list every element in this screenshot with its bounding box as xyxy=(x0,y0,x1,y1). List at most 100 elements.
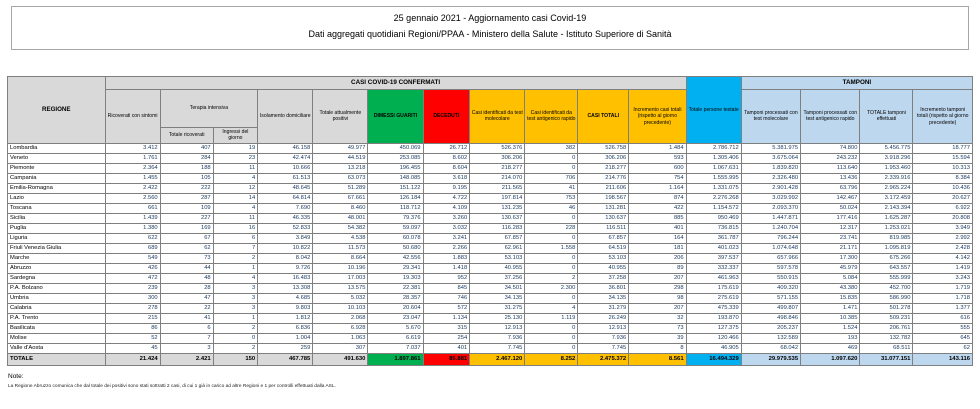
value-cell: 214.776 xyxy=(577,172,630,184)
value-cell: 275.619 xyxy=(685,292,742,304)
total-value-cell: 16.494.329 xyxy=(685,352,742,366)
value-cell: 62 xyxy=(912,342,973,354)
total-value-cell: 2.475.372 xyxy=(577,352,630,366)
value-cell: 120.466 xyxy=(685,332,742,344)
value-cell: 753 xyxy=(524,192,579,204)
group-header-confirmed-cases: CASI COVID-19 CONFERMATI xyxy=(104,76,687,90)
value-cell: 736.815 xyxy=(685,222,742,234)
value-cell: 571.155 xyxy=(740,292,802,304)
value-cell: 622 xyxy=(104,232,161,244)
value-cell: 3 xyxy=(212,302,259,314)
value-cell: 2.965.224 xyxy=(859,182,914,194)
region-name: Lombardia xyxy=(7,142,106,154)
value-cell: 0 xyxy=(524,232,579,244)
value-cell: 23.741 xyxy=(800,232,861,244)
value-cell: 10.436 xyxy=(912,182,973,194)
region-name: Toscana xyxy=(7,202,106,214)
column-header-ricoverati: Ricoverati con sintomi xyxy=(104,89,161,144)
value-cell: 42.556 xyxy=(367,252,424,264)
value-cell: 2.326.480 xyxy=(740,172,802,184)
value-cell: 7.690 xyxy=(257,202,314,214)
value-cell: 1.164 xyxy=(628,182,687,194)
value-cell: 17.003 xyxy=(312,272,369,284)
value-cell: 1.761 xyxy=(104,152,161,164)
value-cell: 361.787 xyxy=(685,232,742,244)
region-name: P.A. Bolzano xyxy=(7,282,106,294)
value-cell: 131.235 xyxy=(469,202,526,214)
value-cell: 52 xyxy=(104,332,161,344)
value-cell: 643.557 xyxy=(859,262,914,274)
value-cell: 2.422 xyxy=(104,182,161,194)
value-cell: 4 xyxy=(212,172,259,184)
value-cell: 7 xyxy=(212,242,259,254)
value-cell: 401.023 xyxy=(685,242,742,254)
value-cell: 2.068 xyxy=(312,312,369,324)
value-cell: 616 xyxy=(912,312,973,324)
value-cell: 22.381 xyxy=(367,282,424,294)
value-cell: 4.109 xyxy=(422,202,471,214)
value-cell: 3.032 xyxy=(422,222,471,234)
value-cell: 8.604 xyxy=(422,162,471,174)
value-cell: 46 xyxy=(524,202,579,214)
value-cell: 422 xyxy=(628,202,687,214)
value-cell: 1.812 xyxy=(257,312,314,324)
value-cell: 2.266 xyxy=(422,242,471,254)
value-cell: 0 xyxy=(524,322,579,334)
region-name: Sardegna xyxy=(7,272,106,284)
value-cell: 706 xyxy=(524,172,579,184)
value-cell: 206 xyxy=(628,252,687,264)
value-cell: 132.782 xyxy=(859,332,914,344)
value-cell: 4.538 xyxy=(312,232,369,244)
value-cell: 1.555.995 xyxy=(685,172,742,184)
value-cell: 130.637 xyxy=(469,212,526,224)
total-value-cell: 21.424 xyxy=(104,352,161,366)
report-title-line-1: 25 gennaio 2021 - Aggiornamento casi Cov… xyxy=(393,13,587,23)
value-cell: 1.524 xyxy=(800,322,861,334)
value-cell: 6 xyxy=(212,232,259,244)
value-cell: 32 xyxy=(628,312,687,324)
value-cell: 177.416 xyxy=(800,212,861,224)
value-cell: 254 xyxy=(422,332,471,344)
value-cell: 20.808 xyxy=(912,212,973,224)
value-cell: 18.777 xyxy=(912,142,973,154)
column-header-totale-ricoverati: Totale ricoverati xyxy=(159,127,214,144)
value-cell: 22 xyxy=(159,302,214,314)
value-cell: 586.990 xyxy=(859,292,914,304)
region-name: Marche xyxy=(7,252,106,264)
total-value-cell: 31.077.151 xyxy=(859,352,914,366)
value-cell: 3.675.064 xyxy=(740,152,802,164)
value-cell: 501.278 xyxy=(859,302,914,314)
value-cell: 6.619 xyxy=(367,332,424,344)
value-cell: 196.455 xyxy=(367,162,424,174)
value-cell: 181 xyxy=(628,242,687,254)
value-cell: 1.095.819 xyxy=(859,242,914,254)
value-cell: 1.067.631 xyxy=(685,162,742,174)
value-cell: 3 xyxy=(212,282,259,294)
column-header-attualmente-positivi: Totale attualmente positivi xyxy=(312,89,369,144)
value-cell: 2.339.916 xyxy=(859,172,914,184)
value-cell: 2.560 xyxy=(104,192,161,204)
value-cell: 13.575 xyxy=(312,282,369,294)
value-cell: 0 xyxy=(524,342,579,354)
value-cell: 4.685 xyxy=(257,292,314,304)
value-cell: 1.953.460 xyxy=(859,162,914,174)
value-cell: 278 xyxy=(104,302,161,314)
region-name: Lazio xyxy=(7,192,106,204)
value-cell: 499.807 xyxy=(740,302,802,314)
table-row: Friuli Venezia Giulia 689 62 7 10.822 11… xyxy=(7,242,973,254)
value-cell: 555 xyxy=(912,322,973,334)
value-cell: 31.275 xyxy=(469,302,526,314)
value-cell: 40.955 xyxy=(577,262,630,274)
value-cell: 5.670 xyxy=(367,322,424,334)
value-cell: 68.042 xyxy=(740,342,802,354)
value-cell: 126.184 xyxy=(367,192,424,204)
value-cell: 593 xyxy=(628,152,687,164)
value-cell: 44.519 xyxy=(312,152,369,164)
value-cell: 8.664 xyxy=(312,252,369,264)
value-cell: 7.037 xyxy=(367,342,424,354)
value-cell: 239 xyxy=(104,282,161,294)
value-cell: 746 xyxy=(422,292,471,304)
table-row: Abruzzo 426 44 1 9.726 10.196 29.341 1.4… xyxy=(7,262,973,274)
value-cell: 1.883 xyxy=(422,252,471,264)
column-header-terapia-intensiva: Terapia intensiva xyxy=(159,89,259,128)
